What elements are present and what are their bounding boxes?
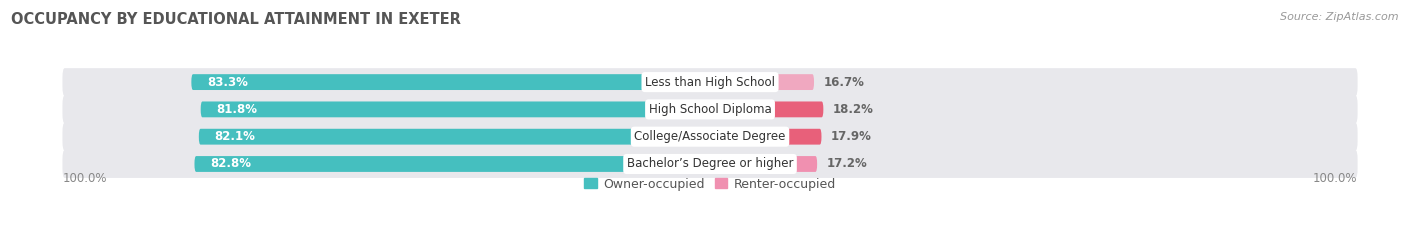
FancyBboxPatch shape	[201, 102, 710, 117]
Text: 81.8%: 81.8%	[217, 103, 257, 116]
Text: Less than High School: Less than High School	[645, 75, 775, 89]
Text: 16.7%: 16.7%	[824, 75, 865, 89]
Text: 18.2%: 18.2%	[832, 103, 873, 116]
Text: OCCUPANCY BY EDUCATIONAL ATTAINMENT IN EXETER: OCCUPANCY BY EDUCATIONAL ATTAINMENT IN E…	[11, 12, 461, 27]
FancyBboxPatch shape	[62, 68, 1358, 96]
Text: 82.8%: 82.8%	[209, 158, 252, 171]
FancyBboxPatch shape	[194, 156, 710, 172]
FancyBboxPatch shape	[191, 74, 710, 90]
Text: High School Diploma: High School Diploma	[648, 103, 772, 116]
Text: College/Associate Degree: College/Associate Degree	[634, 130, 786, 143]
Text: 83.3%: 83.3%	[207, 75, 247, 89]
Text: Source: ZipAtlas.com: Source: ZipAtlas.com	[1281, 12, 1399, 22]
FancyBboxPatch shape	[710, 156, 817, 172]
Text: 100.0%: 100.0%	[62, 172, 107, 185]
FancyBboxPatch shape	[198, 129, 710, 145]
FancyBboxPatch shape	[710, 74, 814, 90]
Text: Bachelor’s Degree or higher: Bachelor’s Degree or higher	[627, 158, 793, 171]
FancyBboxPatch shape	[62, 150, 1358, 178]
FancyBboxPatch shape	[710, 129, 821, 145]
Text: 17.2%: 17.2%	[827, 158, 868, 171]
FancyBboxPatch shape	[62, 123, 1358, 151]
FancyBboxPatch shape	[710, 102, 824, 117]
FancyBboxPatch shape	[62, 96, 1358, 123]
Text: 82.1%: 82.1%	[214, 130, 256, 143]
Legend: Owner-occupied, Renter-occupied: Owner-occupied, Renter-occupied	[579, 173, 841, 196]
Text: 17.9%: 17.9%	[831, 130, 872, 143]
Text: 100.0%: 100.0%	[1313, 172, 1358, 185]
